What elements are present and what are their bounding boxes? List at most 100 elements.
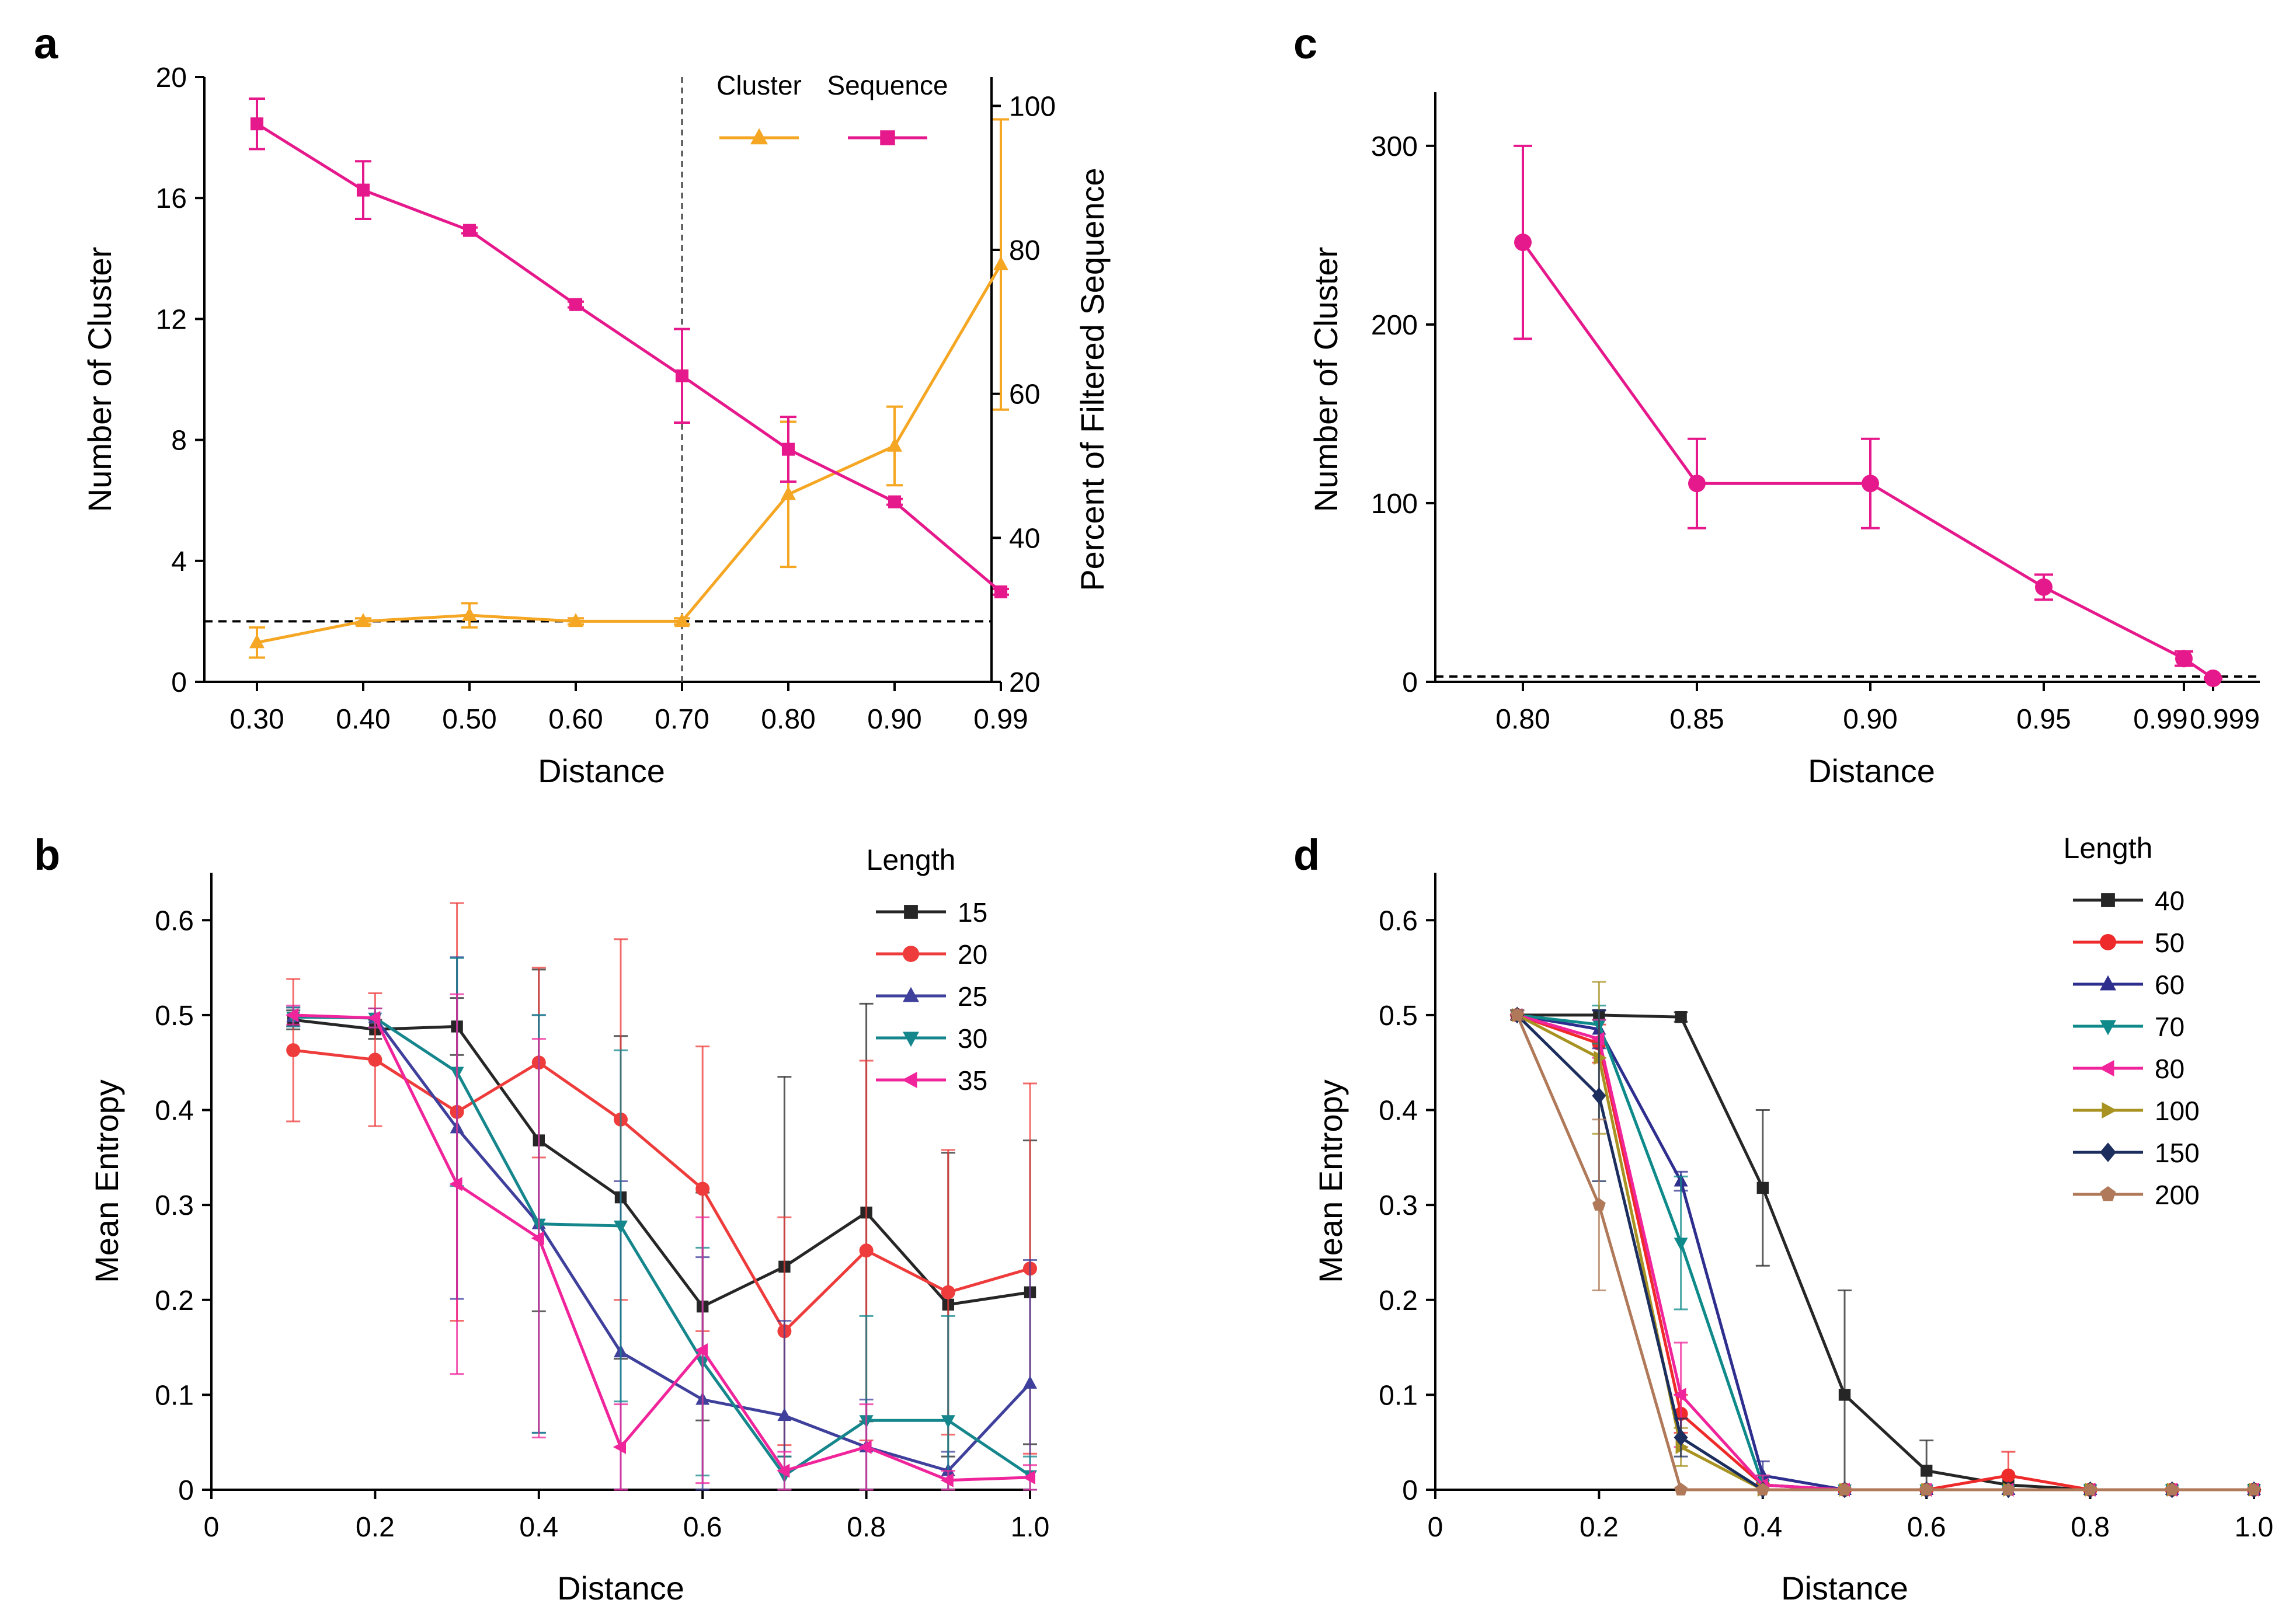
data-point bbox=[1674, 1238, 1688, 1251]
x-axis-label: Distance bbox=[1808, 752, 1935, 789]
legend-title: Length bbox=[2064, 832, 2153, 865]
y-tick-label: 0.6 bbox=[1379, 905, 1418, 936]
y-tick-label: 0.5 bbox=[155, 1001, 194, 1031]
data-point bbox=[2035, 578, 2053, 596]
y-tick-label-right: 20 bbox=[1009, 667, 1040, 698]
series-sequence bbox=[249, 97, 1009, 598]
legend-label: 50 bbox=[2155, 928, 2184, 958]
y-tick-label: 0.2 bbox=[155, 1285, 194, 1316]
data-point bbox=[1673, 1388, 1686, 1402]
panel-letter: b bbox=[34, 831, 60, 879]
series-line bbox=[1516, 1013, 2254, 1491]
data-point bbox=[568, 613, 583, 628]
x-tick-label: 0.6 bbox=[683, 1512, 722, 1543]
panel-c: c 0 100 200 300 0.80 0.85 0.90 0.95 0.99 0.999 Dist… bbox=[1293, 19, 2260, 789]
x-tick-label: 0.70 bbox=[655, 704, 709, 735]
data-point bbox=[286, 1043, 301, 1058]
panel-letter: a bbox=[34, 19, 58, 68]
data-point bbox=[531, 1231, 544, 1246]
series-line bbox=[256, 263, 1003, 644]
data-point bbox=[1594, 1051, 1607, 1065]
series-40 bbox=[1510, 1009, 2260, 1496]
data-point bbox=[1756, 1483, 1770, 1496]
legend-marker bbox=[2101, 893, 2115, 907]
y-tick-label: 12 bbox=[156, 304, 187, 335]
series-200 bbox=[1510, 1008, 2261, 1496]
x-axis-label: Distance bbox=[557, 1570, 684, 1606]
series-line bbox=[1516, 1013, 2254, 1491]
series-line bbox=[293, 1015, 1031, 1473]
panel-letter: c bbox=[1293, 19, 1317, 68]
data-point bbox=[356, 183, 370, 197]
series-15 bbox=[286, 968, 1037, 1458]
data-point bbox=[695, 1182, 710, 1196]
y-tick-label-right: 80 bbox=[1009, 235, 1040, 266]
x-tick-label: 0.999 bbox=[2190, 704, 2260, 735]
x-tick-label: 0.4 bbox=[519, 1512, 558, 1543]
data-point bbox=[569, 298, 583, 311]
x-tick-label: 0.30 bbox=[229, 704, 284, 735]
data-point bbox=[356, 613, 371, 628]
data-point bbox=[2083, 1483, 2097, 1496]
y-tick-label: 200 bbox=[1371, 310, 1418, 341]
data-point bbox=[614, 1220, 628, 1234]
data-point bbox=[1756, 1182, 1769, 1194]
data-point bbox=[1591, 1031, 1605, 1046]
legend-marker bbox=[2100, 1186, 2116, 1201]
y-tick-label: 0.5 bbox=[1379, 1001, 1418, 1031]
data-point bbox=[1675, 1010, 1687, 1023]
data-point bbox=[613, 1440, 626, 1454]
legend-marker bbox=[903, 987, 919, 1002]
data-point bbox=[675, 369, 689, 382]
panel-letter: d bbox=[1293, 831, 1320, 879]
data-point bbox=[1022, 1470, 1035, 1484]
data-point bbox=[1838, 1389, 1851, 1401]
series-line bbox=[293, 1013, 1031, 1482]
series-line bbox=[1515, 1014, 2254, 1491]
legend-marker bbox=[880, 130, 895, 145]
legend-label: 30 bbox=[958, 1023, 987, 1054]
data-point bbox=[286, 1008, 299, 1022]
y-tick-label: 0.3 bbox=[1379, 1190, 1418, 1221]
data-point bbox=[993, 256, 1008, 270]
y-tick-label: 0 bbox=[1402, 667, 1418, 698]
data-point bbox=[1919, 1483, 1933, 1496]
legend-label: 20 bbox=[958, 939, 987, 970]
series-line bbox=[256, 123, 1002, 593]
x-tick-label: 0.90 bbox=[867, 704, 921, 735]
data-point bbox=[462, 607, 477, 621]
series-80 bbox=[1509, 1008, 2259, 1497]
x-tick-label: 0.80 bbox=[1495, 704, 1550, 735]
panel-b: b 0 0.1 0.2 0.3 0.4 0.5 0.6 0 0.2 0.4 0.6 0.8 1.0 Leng… bbox=[34, 831, 1049, 1606]
legend-label: 150 bbox=[2155, 1138, 2200, 1168]
series-35 bbox=[286, 993, 1037, 1491]
legend-label: 40 bbox=[2155, 886, 2184, 916]
data-point bbox=[2175, 650, 2193, 668]
data-point bbox=[674, 613, 690, 628]
data-point bbox=[2204, 669, 2222, 687]
y-tick-label: 4 bbox=[171, 546, 187, 577]
data-point bbox=[1688, 475, 1706, 493]
data-point bbox=[1838, 1483, 1852, 1496]
y-tick-label: 0 bbox=[178, 1475, 194, 1506]
data-point bbox=[462, 224, 476, 237]
data-point bbox=[1592, 1198, 1606, 1211]
legend-marker bbox=[2099, 1060, 2114, 1076]
series-line bbox=[1516, 1013, 2254, 1491]
legend-marker bbox=[903, 1031, 919, 1047]
series-50 bbox=[1510, 1008, 2261, 1497]
x-tick-label: 0.99 bbox=[2133, 704, 2187, 735]
data-point bbox=[368, 1053, 382, 1067]
x-tick-label: 1.0 bbox=[2235, 1512, 2274, 1543]
x-tick-label: 0 bbox=[204, 1512, 220, 1543]
data-point bbox=[695, 1343, 708, 1357]
data-point bbox=[249, 634, 265, 649]
data-point bbox=[1592, 1087, 1606, 1104]
y-tick-label: 0.1 bbox=[1379, 1380, 1418, 1411]
data-point bbox=[1514, 234, 1532, 252]
x-tick-label: 0.95 bbox=[2016, 704, 2071, 735]
series-cluster bbox=[1514, 144, 2222, 687]
data-point bbox=[2001, 1468, 2016, 1483]
y-axis-label: Number of Cluster bbox=[1307, 247, 1344, 512]
